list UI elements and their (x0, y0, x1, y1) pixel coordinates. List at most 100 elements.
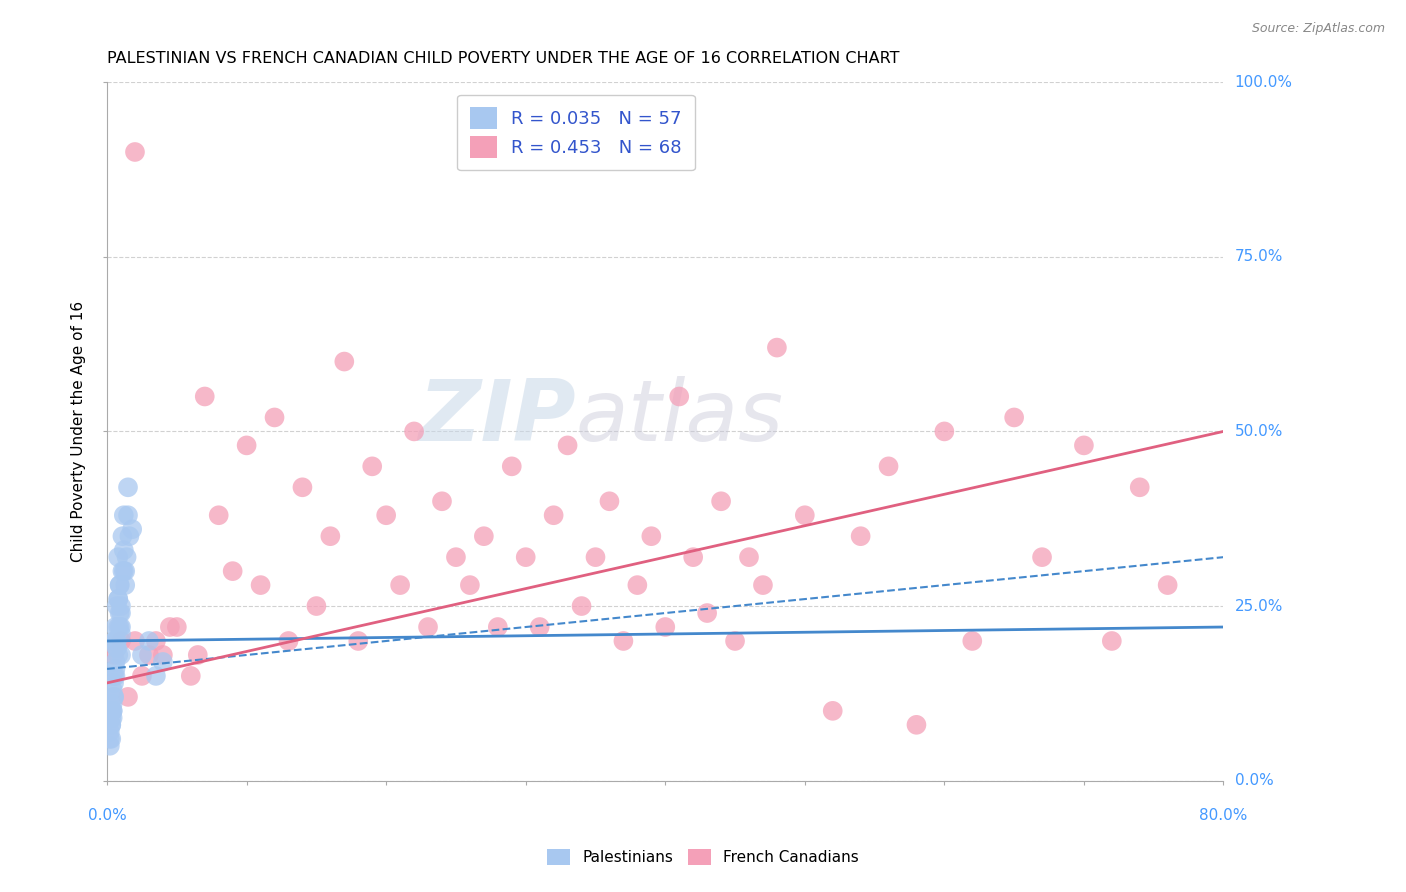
Point (235, 438, 257, 452)
Point (1031, 550, 1053, 565)
Point (696, 606, 718, 620)
Point (107, 648, 129, 662)
Point (100, 718, 122, 732)
Point (107, 550, 129, 565)
Point (249, 578, 271, 592)
Point (668, 389, 690, 403)
Point (682, 550, 704, 565)
Point (319, 529, 342, 543)
Text: PALESTINIAN VS FRENCH CANADIAN CHILD POVERTY UNDER THE AGE OF 16 CORRELATION CHA: PALESTINIAN VS FRENCH CANADIAN CHILD POV… (107, 51, 900, 66)
Point (110, 620, 132, 634)
Legend: R = 0.035   N = 57, R = 0.453   N = 68: R = 0.035 N = 57, R = 0.453 N = 68 (457, 95, 695, 170)
Text: 50.0%: 50.0% (1234, 424, 1282, 439)
Point (107, 592, 129, 607)
Point (121, 522, 143, 536)
Point (361, 459, 384, 474)
Point (291, 480, 314, 494)
Point (105, 640, 128, 655)
Point (111, 564, 134, 578)
Point (114, 564, 136, 578)
Point (98, 739, 121, 753)
Point (1129, 480, 1152, 494)
Point (557, 438, 579, 452)
Point (793, 508, 815, 523)
Point (430, 494, 453, 508)
Point (654, 620, 676, 634)
Point (598, 494, 620, 508)
Point (101, 682, 124, 697)
Point (159, 620, 181, 634)
Text: 25.0%: 25.0% (1234, 599, 1282, 614)
Y-axis label: Child Poverty Under the Age of 16: Child Poverty Under the Age of 16 (72, 301, 86, 562)
Point (98, 724, 121, 739)
Point (103, 648, 125, 662)
Point (98, 731, 121, 746)
Point (112, 543, 135, 558)
Point (118, 529, 141, 543)
Point (105, 640, 128, 655)
Point (104, 655, 127, 669)
Legend: Palestinians, French Canadians: Palestinians, French Canadians (541, 843, 865, 871)
Point (277, 634, 299, 648)
Point (103, 690, 125, 704)
Point (108, 578, 131, 592)
Point (104, 620, 127, 634)
Point (389, 578, 412, 592)
Text: 0.0%: 0.0% (87, 808, 127, 823)
Point (105, 599, 128, 613)
Point (105, 634, 128, 648)
Point (108, 578, 131, 592)
Point (110, 648, 132, 662)
Point (131, 669, 153, 683)
Text: 100.0%: 100.0% (1234, 75, 1292, 89)
Point (263, 410, 285, 425)
Point (571, 599, 593, 613)
Point (1101, 634, 1123, 648)
Text: atlas: atlas (576, 376, 785, 459)
Point (111, 529, 134, 543)
Point (138, 634, 160, 648)
Point (104, 634, 127, 648)
Point (710, 494, 733, 508)
Point (180, 669, 202, 683)
Point (108, 606, 131, 620)
Text: 80.0%: 80.0% (1199, 808, 1247, 823)
Point (115, 550, 138, 565)
Point (124, 634, 146, 648)
Point (110, 627, 132, 641)
Text: Source: ZipAtlas.com: Source: ZipAtlas.com (1251, 22, 1385, 36)
Point (724, 634, 747, 648)
Point (103, 690, 125, 704)
Point (821, 704, 844, 718)
Point (101, 704, 124, 718)
Point (347, 634, 370, 648)
Point (117, 690, 139, 704)
Point (166, 620, 188, 634)
Point (101, 697, 124, 711)
Point (100, 731, 122, 746)
Point (103, 634, 125, 648)
Point (100, 704, 122, 718)
Text: 75.0%: 75.0% (1234, 249, 1282, 264)
Point (585, 550, 607, 565)
Point (107, 620, 129, 634)
Point (766, 341, 789, 355)
Point (112, 564, 135, 578)
Point (152, 655, 174, 669)
Point (145, 634, 167, 648)
Point (221, 564, 243, 578)
Point (112, 508, 135, 523)
Point (124, 145, 146, 159)
Point (100, 711, 122, 725)
Point (104, 662, 127, 676)
Point (640, 529, 662, 543)
Point (486, 620, 509, 634)
Point (117, 508, 139, 523)
Point (110, 599, 132, 613)
Point (444, 550, 467, 565)
Point (934, 425, 956, 439)
Point (131, 648, 153, 662)
Point (107, 592, 129, 607)
Text: 0.0%: 0.0% (1234, 773, 1274, 789)
Point (515, 550, 537, 565)
